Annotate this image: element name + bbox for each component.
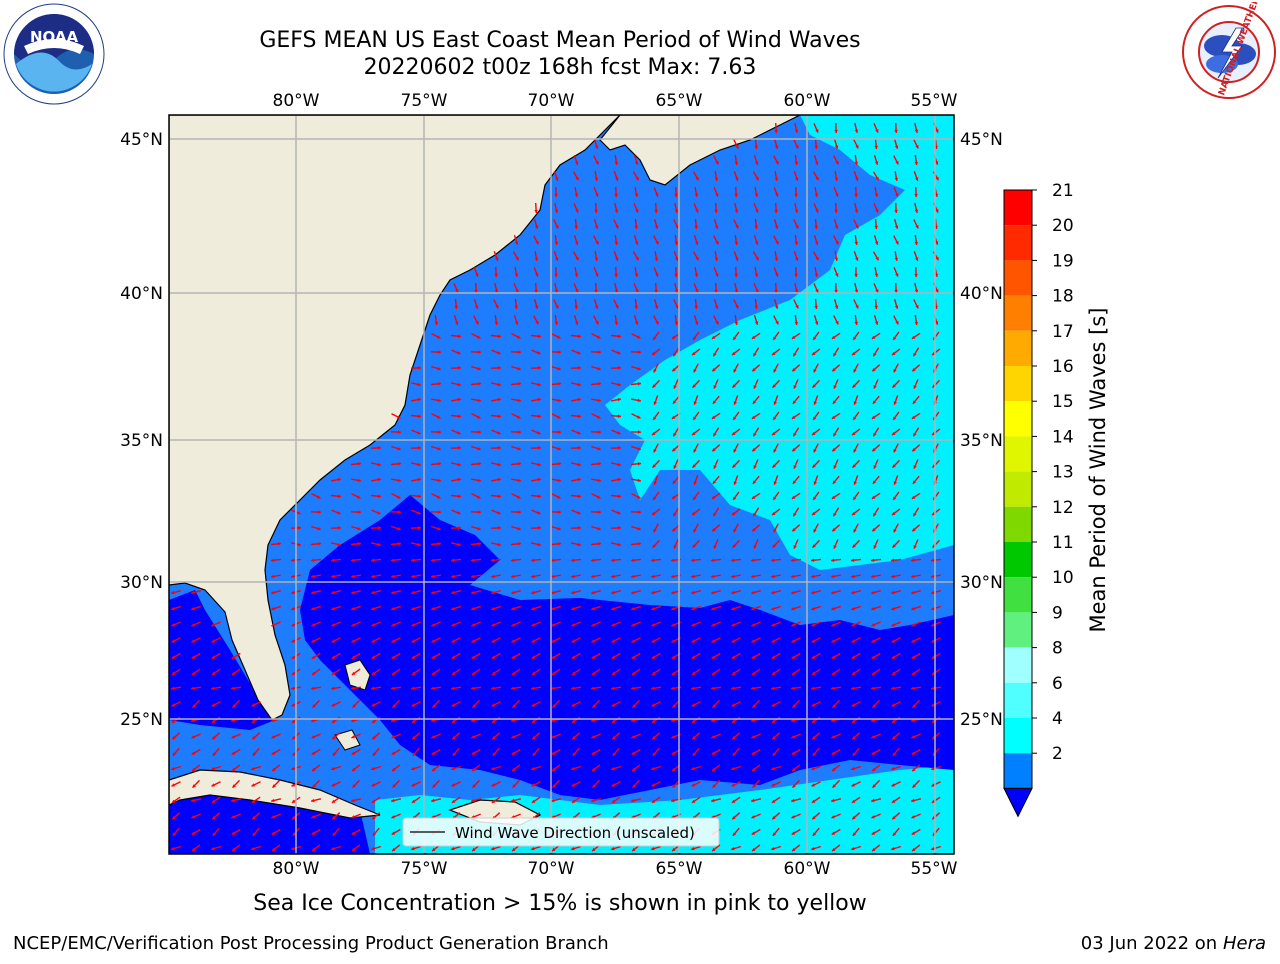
lon-label-top: 55°W [911,91,958,111]
lon-labels-top: 80°W 75°W 70°W 65°W 60°W 55°W [273,91,958,111]
colorbar-segment [1004,542,1032,577]
colorbar-segment [1004,190,1032,225]
lat-labels-left: 45°N 40°N 35°N 30°N 25°N [120,130,163,730]
lon-labels-bottom: 80°W 75°W 70°W 65°W 60°W 55°W [273,859,958,879]
lon-label-bottom: 55°W [911,859,958,879]
colorbar-tick-label: 21 [1052,181,1074,201]
colorbar-segment [1004,718,1032,753]
colorbar-segment [1004,225,1032,260]
lon-label-top: 65°W [656,91,703,111]
colorbar-tick-label: 2 [1052,744,1063,764]
footer-credit: NCEP/EMC/Verification Post Processing Pr… [13,933,609,954]
colorbar-segment [1004,753,1032,788]
legend-label: Wind Wave Direction (unscaled) [455,824,695,842]
lat-label-right: 25°N [960,710,1003,730]
lat-label-right: 30°N [960,573,1003,593]
colorbar-tick-label: 6 [1052,674,1063,694]
lon-label-bottom: 75°W [401,859,448,879]
lon-label-top: 60°W [784,91,831,111]
colorbar-segment [1004,366,1032,401]
colorbar-segment [1004,472,1032,507]
lat-label-left: 25°N [120,710,163,730]
colorbar-tick-label: 20 [1052,216,1074,236]
lon-label-bottom: 60°W [784,859,831,879]
map-legend: Wind Wave Direction (unscaled) [403,818,719,846]
lon-label-bottom: 80°W [273,859,320,879]
lat-label-left: 40°N [120,284,163,304]
colorbar-tick-label: 12 [1052,498,1074,518]
lat-labels-right: 45°N 40°N 35°N 30°N 25°N [960,130,1003,730]
colorbar-segment [1004,612,1032,647]
colorbar-tick-label: 18 [1052,287,1074,307]
lat-label-left: 30°N [120,573,163,593]
colorbar-tick-label: 4 [1052,709,1063,729]
colorbar-tick-label: 8 [1052,639,1063,659]
colorbar-tick-label: 9 [1052,603,1063,623]
footer-date-text: 03 Jun 2022 on [1081,933,1217,954]
lat-label-right: 40°N [960,284,1003,304]
colorbar-segment [1004,331,1032,366]
map-field: Wind Wave Direction (unscaled) [169,115,954,854]
footer-date: 03 Jun 2022 on Hera [1081,933,1266,954]
colorbar-tick-label: 19 [1052,251,1074,271]
colorbar-tick-label: 15 [1052,392,1074,412]
lat-label-left: 35°N [120,431,163,451]
colorbar-tick-label: 10 [1052,568,1074,588]
lon-label-bottom: 70°W [528,859,575,879]
colorbar-segment [1004,577,1032,612]
lon-label-top: 70°W [528,91,575,111]
colorbar-segment [1004,683,1032,718]
footer-machine: Hera [1223,933,1266,954]
colorbar-extend-triangle [1004,788,1032,816]
lat-label-right: 35°N [960,431,1003,451]
colorbar-tick-label: 14 [1052,427,1074,447]
colorbar-segment [1004,401,1032,436]
colorbar-tick-label: 17 [1052,322,1074,342]
colorbar-segment [1004,436,1032,471]
sea-ice-note: Sea Ice Concentration > 15% is shown in … [160,891,960,916]
lat-label-left: 45°N [120,130,163,150]
lon-label-bottom: 65°W [656,859,703,879]
lon-label-top: 75°W [401,91,448,111]
colorbar-tick-label: 11 [1052,533,1074,553]
colorbar-label: Mean Period of Wind Waves [s] [1086,308,1110,633]
lat-label-right: 45°N [960,130,1003,150]
colorbar-tick-label: 16 [1052,357,1074,377]
colorbar-segment [1004,507,1032,542]
lon-label-top: 80°W [273,91,320,111]
colorbar-tick-label: 13 [1052,463,1074,483]
colorbar-segment [1004,296,1032,331]
colorbar-segment [1004,260,1032,295]
colorbar: 21 20 19 18 17 16 15 14 13 12 11 10 9 8 6 4 2 [1004,181,1074,816]
colorbar-segment [1004,648,1032,683]
